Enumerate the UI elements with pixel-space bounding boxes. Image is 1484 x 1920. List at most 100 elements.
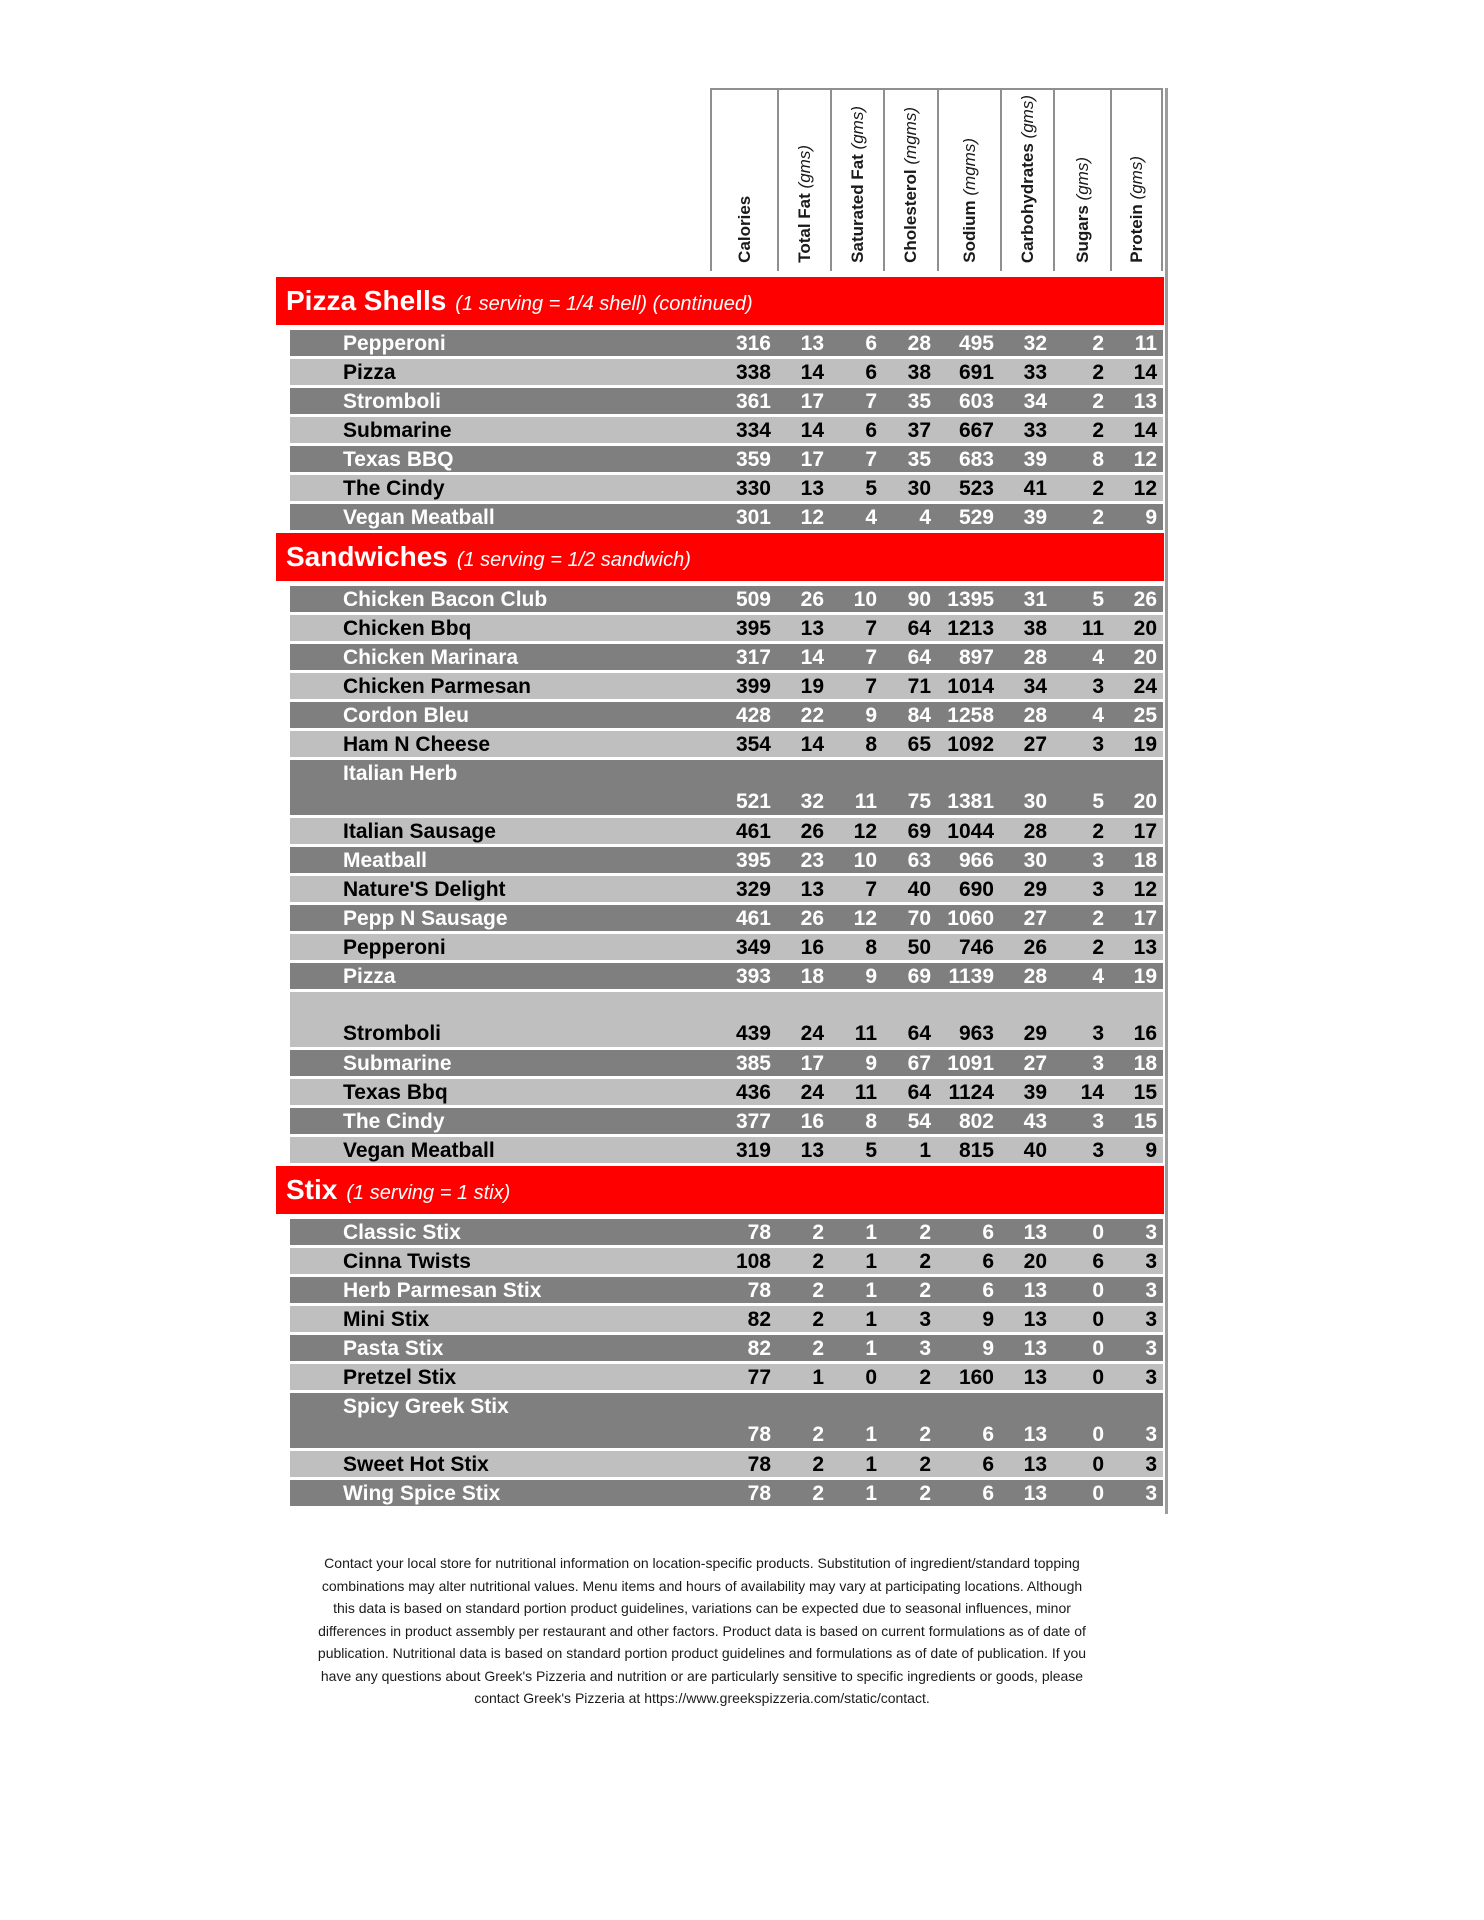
value-total-fat: 2 — [812, 1307, 824, 1331]
value-carbohydrates: 39 — [1023, 1080, 1047, 1104]
column-header-label: Calories — [735, 191, 755, 263]
section-rows-stix: Classic Stix 78 2 1 2 6 13 0 3 Cinna Twists 108 2 1 2… — [290, 1219, 1163, 1506]
value-sodium: 1381 — [947, 790, 994, 813]
value-calories: 395 — [735, 616, 771, 640]
value-sugars: 2 — [1092, 819, 1104, 843]
value-cholesterol: 54 — [907, 1109, 931, 1133]
value-total-fat: 26 — [800, 819, 824, 843]
value-carbohydrates: 34 — [1023, 674, 1047, 698]
value-total-fat: 19 — [800, 674, 824, 698]
value-sodium: 1124 — [948, 1080, 994, 1104]
row-vegan-meatball: Vegan Meatball 301 12 4 4 529 39 2 9 — [290, 504, 1163, 530]
item-name: Cinna Twists — [343, 1249, 471, 1273]
row-stromboli: Stromboli 439 24 11 64 963 29 3 16 — [290, 992, 1163, 1047]
value-sodium: 6 — [982, 1481, 994, 1505]
value-sodium: 1060 — [947, 906, 994, 930]
row-texas-bbq: Texas BBQ 359 17 7 35 683 39 8 12 — [290, 446, 1163, 472]
value-saturated-fat: 11 — [854, 1022, 877, 1045]
value-sodium: 1258 — [947, 703, 994, 727]
value-calories: 316 — [735, 331, 771, 355]
value-cholesterol: 71 — [907, 674, 931, 698]
column-header-protein: Protein (gms) — [1110, 90, 1163, 271]
row-the-cindy: The Cindy 377 16 8 54 802 43 3 15 — [290, 1108, 1163, 1134]
value-sugars: 5 — [1092, 587, 1104, 611]
value-total-fat: 24 — [800, 1080, 824, 1104]
value-protein: 9 — [1145, 505, 1157, 529]
value-saturated-fat: 1 — [865, 1307, 877, 1331]
row-pizza: Pizza 393 18 9 69 1139 28 4 19 — [290, 963, 1163, 989]
row-spicy-greek-stix: Spicy Greek Stix 78 2 1 2 6 13 0 3 — [290, 1393, 1163, 1448]
value-protein: 12 — [1133, 877, 1157, 901]
value-sugars: 4 — [1092, 964, 1104, 988]
item-name: Pasta Stix — [343, 1336, 444, 1360]
value-sodium: 802 — [958, 1109, 994, 1133]
value-total-fat: 13 — [800, 616, 824, 640]
value-total-fat: 2 — [812, 1278, 824, 1302]
value-cholesterol: 50 — [907, 935, 931, 959]
value-sodium: 746 — [958, 935, 994, 959]
column-header-label: Sugars (gms) — [1073, 157, 1093, 263]
row-herb-parmesan-stix: Herb Parmesan Stix 78 2 1 2 6 13 0 3 — [290, 1277, 1163, 1303]
value-sodium: 9 — [982, 1336, 994, 1360]
value-protein: 3 — [1145, 1249, 1157, 1273]
value-sodium: 691 — [958, 360, 994, 384]
value-calories: 319 — [735, 1138, 771, 1162]
item-name: Pretzel Stix — [343, 1365, 457, 1389]
value-protein: 19 — [1133, 964, 1157, 988]
column-header-label: Sodium (mgms) — [960, 138, 980, 263]
value-sodium: 966 — [958, 848, 994, 872]
value-carbohydrates: 28 — [1023, 964, 1047, 988]
value-saturated-fat: 10 — [853, 587, 877, 611]
value-cholesterol: 70 — [907, 906, 931, 930]
item-name: Wing Spice Stix — [343, 1481, 501, 1505]
value-sugars: 0 — [1092, 1336, 1104, 1360]
value-cholesterol: 2 — [919, 1365, 931, 1389]
value-total-fat: 13 — [800, 331, 824, 355]
value-saturated-fat: 7 — [865, 389, 877, 413]
value-carbohydrates: 20 — [1023, 1249, 1047, 1273]
item-name: The Cindy — [343, 476, 445, 500]
value-carbohydrates: 29 — [1023, 877, 1047, 901]
value-calories: 359 — [735, 447, 771, 471]
value-cholesterol: 2 — [919, 1249, 931, 1273]
value-calories: 395 — [735, 848, 771, 872]
value-cholesterol: 67 — [907, 1051, 931, 1075]
value-sugars: 5 — [1092, 790, 1104, 813]
value-total-fat: 17 — [800, 1051, 824, 1075]
value-calories: 399 — [735, 674, 771, 698]
item-name: Chicken Parmesan — [343, 674, 531, 698]
value-sugars: 3 — [1092, 1109, 1104, 1133]
value-total-fat: 17 — [800, 389, 824, 413]
item-name: Ham N Cheese — [343, 732, 491, 756]
value-carbohydrates: 32 — [1023, 331, 1047, 355]
value-cholesterol: 75 — [907, 790, 931, 813]
value-carbohydrates: 39 — [1023, 447, 1047, 471]
value-saturated-fat: 4 — [865, 505, 877, 529]
value-sugars: 3 — [1092, 848, 1104, 872]
value-sugars: 4 — [1092, 645, 1104, 669]
value-sugars: 3 — [1092, 732, 1104, 756]
value-protein: 17 — [1133, 906, 1157, 930]
value-sodium: 1014 — [947, 674, 994, 698]
value-carbohydrates: 28 — [1023, 645, 1047, 669]
value-calories: 330 — [735, 476, 771, 500]
value-cholesterol: 37 — [907, 418, 931, 442]
value-protein: 18 — [1133, 1051, 1157, 1075]
column-label: Cholesterol — [901, 169, 920, 263]
column-label: Total Fat — [794, 193, 814, 263]
value-protein: 3 — [1145, 1481, 1157, 1505]
value-sodium: 1395 — [947, 587, 994, 611]
value-total-fat: 14 — [800, 360, 824, 384]
value-calories: 521 — [735, 790, 771, 813]
value-cholesterol: 64 — [907, 1022, 931, 1045]
section-header-pizza-shells: Pizza Shells (1 serving = 1/4 shell) (con… — [276, 277, 1164, 325]
column-headers: Calories Total Fat (gms) Saturated Fat (g… — [710, 88, 1163, 271]
item-name: The Cindy — [343, 1109, 445, 1133]
value-protein: 9 — [1145, 1138, 1157, 1162]
value-saturated-fat: 1 — [865, 1423, 877, 1446]
value-calories: 82 — [747, 1336, 771, 1360]
value-protein: 18 — [1133, 848, 1157, 872]
value-cholesterol: 3 — [919, 1336, 931, 1360]
row-vegan-meatball: Vegan Meatball 319 13 5 1 815 40 3 9 — [290, 1137, 1163, 1163]
column-header-total-fat: Total Fat (gms) — [777, 90, 830, 271]
